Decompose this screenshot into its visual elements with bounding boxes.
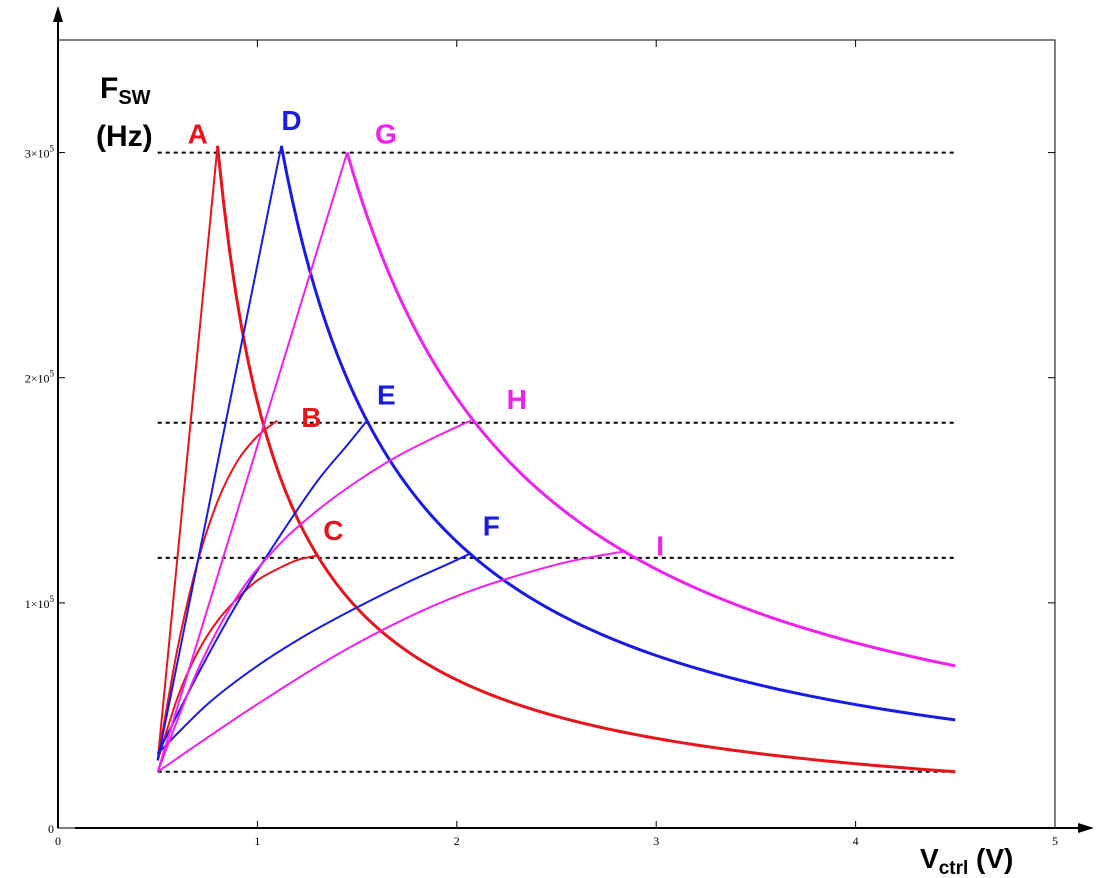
- y-tick-label: 2×105: [25, 369, 55, 386]
- point-label-B: B: [301, 402, 321, 433]
- series-line-magenta: [345, 152, 956, 668]
- y-tick-label: 3×105: [25, 144, 55, 161]
- series-line-red: [156, 145, 219, 761]
- series-line-magenta: [157, 550, 627, 773]
- series-line-blue: [156, 552, 472, 755]
- series-line-blue: [279, 145, 956, 722]
- x-tick-label: 3: [653, 834, 659, 848]
- point-label-D: D: [281, 105, 301, 136]
- y-axis-unit: (Hz): [96, 120, 153, 153]
- y-axis-title-main: F: [100, 72, 118, 105]
- x-axis-arrow: [1078, 823, 1094, 833]
- point-label-E: E: [377, 380, 396, 411]
- x-axis-title-unit: (V): [968, 843, 1013, 874]
- x-tick-label: 5: [1052, 834, 1058, 848]
- tick-labels: 0 1 2 3 4 5 0 1×105 2×105 3×105: [25, 144, 1058, 848]
- point-label-A: A: [188, 119, 208, 150]
- series-line-magenta: [156, 419, 472, 773]
- y-tick-label: 1×105: [25, 594, 55, 611]
- series-line-red: [216, 145, 956, 774]
- y-axis-title-sub: SW: [118, 87, 150, 109]
- reference-lines: [157, 151, 956, 773]
- point-label-I: I: [656, 531, 664, 562]
- series-line-red: [156, 554, 318, 761]
- y-axis-arrow: [53, 6, 63, 22]
- series-line-blue: [156, 419, 368, 755]
- x-tick-label: 1: [254, 834, 260, 848]
- series-line-red: [156, 419, 278, 761]
- series-lines: [156, 145, 956, 774]
- series-line-magenta: [156, 152, 349, 773]
- point-labels: A B C D E F G H I: [188, 105, 664, 562]
- x-tick-label: 4: [853, 834, 859, 848]
- x-axis-title-main: V: [920, 843, 939, 874]
- point-label-F: F: [483, 510, 500, 541]
- point-label-C: C: [323, 515, 343, 546]
- point-label-H: H: [507, 384, 527, 415]
- x-tick-label: 2: [454, 834, 460, 848]
- y-axis-title: FSW (Hz): [96, 72, 153, 153]
- x-axis-title-sub: ctrl: [939, 858, 969, 878]
- x-tick-label: 0: [55, 834, 61, 848]
- tick-marks: [57, 40, 1056, 829]
- y-tick-label: 0: [48, 822, 54, 836]
- x-axis-title: Vctrl (V): [920, 843, 1013, 878]
- svg-text:Vctrl (V): Vctrl (V): [920, 843, 1013, 878]
- series-line-blue: [156, 145, 283, 761]
- point-label-G: G: [375, 119, 397, 150]
- plot-frame: [53, 6, 1094, 833]
- svg-text:FSW: FSW: [100, 72, 151, 109]
- plot-border: [57, 39, 1056, 829]
